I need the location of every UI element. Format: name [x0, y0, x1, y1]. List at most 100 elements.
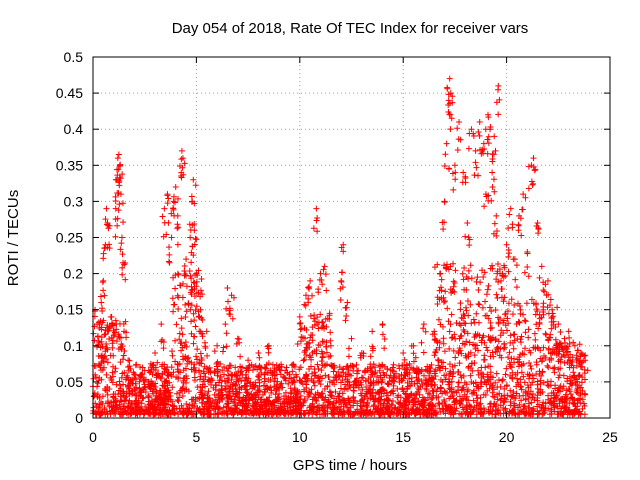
data-point	[431, 352, 438, 359]
data-point	[461, 391, 468, 398]
x-tick-label: 20	[499, 429, 515, 445]
data-point	[267, 376, 274, 383]
data-point	[225, 298, 232, 305]
data-point	[441, 219, 448, 226]
data-point	[104, 398, 111, 405]
data-point	[410, 397, 417, 404]
data-point	[165, 219, 172, 226]
data-point	[525, 326, 532, 333]
data-point	[500, 410, 507, 417]
data-point	[307, 313, 314, 320]
data-point	[564, 348, 571, 355]
data-point	[397, 399, 404, 406]
data-point	[468, 126, 475, 133]
data-point	[498, 285, 505, 292]
data-point	[317, 311, 324, 318]
data-point	[536, 274, 543, 281]
data-point	[483, 344, 490, 351]
data-point	[401, 402, 408, 409]
data-point	[338, 244, 345, 251]
data-point	[505, 354, 512, 361]
data-point	[529, 394, 536, 401]
data-point	[445, 375, 452, 382]
data-point	[121, 408, 128, 415]
data-point	[395, 392, 402, 399]
data-point	[477, 379, 484, 386]
data-point	[114, 166, 121, 173]
data-point	[202, 345, 209, 351]
data-point	[186, 268, 193, 275]
data-point	[375, 395, 382, 402]
data-point	[538, 372, 545, 379]
data-point	[453, 319, 460, 326]
data-point	[211, 348, 218, 355]
data-point	[536, 368, 543, 375]
data-point	[250, 410, 257, 417]
data-point	[422, 328, 429, 335]
data-point	[90, 404, 97, 411]
data-point	[225, 365, 232, 372]
data-point	[430, 407, 437, 414]
data-point	[98, 299, 105, 306]
data-point	[117, 191, 124, 198]
data-point	[193, 303, 200, 310]
data-point	[342, 304, 349, 311]
data-point	[293, 403, 300, 410]
x-tick-label: 25	[602, 429, 618, 445]
data-point	[569, 399, 576, 406]
data-point	[191, 227, 198, 234]
data-point	[500, 273, 507, 280]
data-point	[257, 402, 264, 409]
data-point	[402, 372, 409, 379]
data-point	[226, 305, 233, 312]
data-point	[178, 387, 185, 394]
data-point	[173, 390, 180, 397]
data-point	[183, 256, 190, 263]
data-point	[545, 291, 552, 298]
data-point	[145, 410, 152, 417]
data-point	[461, 264, 468, 271]
data-point	[292, 402, 299, 409]
data-point	[191, 241, 198, 248]
data-point	[437, 321, 444, 328]
data-point	[548, 390, 555, 397]
data-point	[337, 385, 344, 392]
data-point	[106, 336, 113, 343]
data-point	[344, 376, 351, 383]
data-point	[117, 411, 124, 418]
data-point	[201, 363, 208, 370]
data-point	[182, 339, 189, 346]
data-point	[150, 364, 157, 371]
data-point	[96, 401, 103, 408]
data-point	[270, 410, 277, 417]
data-point	[342, 317, 349, 324]
data-point	[245, 400, 252, 407]
data-point	[129, 380, 136, 387]
data-point	[486, 410, 493, 417]
data-point	[558, 410, 565, 417]
data-point	[570, 369, 577, 376]
data-point	[503, 241, 510, 248]
data-point	[525, 334, 532, 341]
data-point	[170, 193, 177, 200]
data-point	[446, 111, 453, 118]
data-point	[290, 361, 297, 368]
data-point	[335, 410, 342, 417]
data-point	[303, 292, 310, 299]
data-point	[100, 277, 107, 284]
data-point	[376, 367, 383, 374]
data-point	[484, 387, 491, 394]
data-point	[228, 409, 235, 416]
data-point	[350, 367, 357, 374]
data-point	[442, 365, 449, 372]
data-point	[297, 319, 304, 326]
data-point	[123, 329, 130, 336]
data-point	[219, 348, 226, 355]
data-point	[483, 381, 490, 388]
data-point	[117, 405, 124, 412]
data-point	[287, 385, 294, 392]
data-point	[346, 382, 353, 389]
data-point	[90, 375, 97, 382]
data-point	[367, 379, 374, 386]
data-point	[170, 369, 177, 376]
